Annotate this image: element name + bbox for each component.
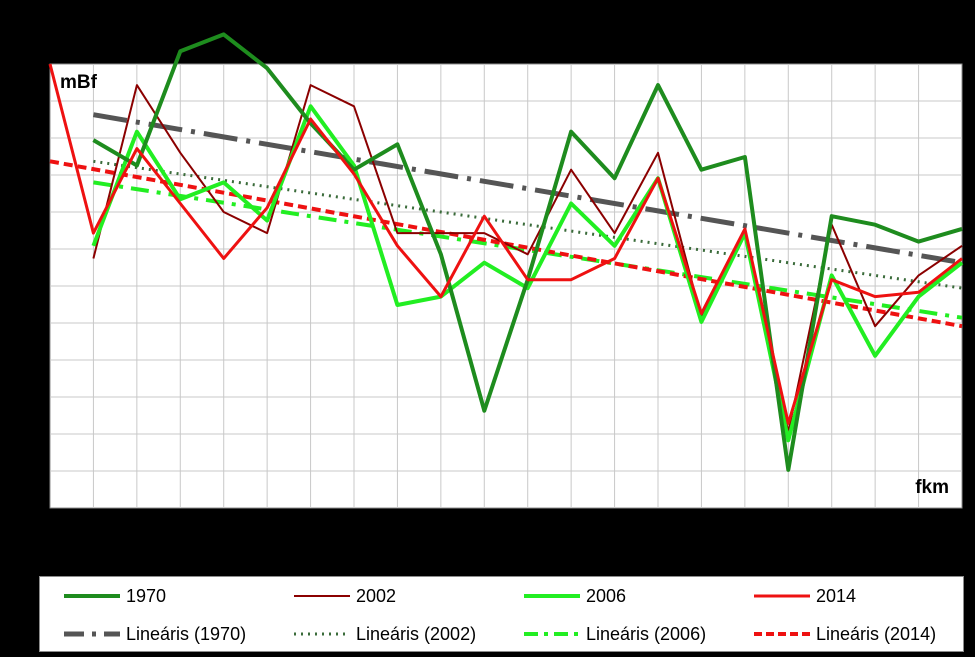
legend-item-linearis-2006: Lineáris (2006) bbox=[524, 623, 706, 645]
legend-item-linearis-2002: Lineáris (2002) bbox=[294, 623, 476, 645]
y-axis-label: mBf bbox=[60, 72, 98, 93]
legend-label-1970: 1970 bbox=[126, 585, 167, 606]
legend-swatch-linearis-2002 bbox=[294, 632, 350, 636]
x-axis-label: fkm bbox=[915, 477, 949, 498]
legend-label-linearis-2002: Lineáris (2002) bbox=[356, 623, 477, 644]
legend-swatch-1970 bbox=[64, 594, 120, 598]
legend-label-2006: 2006 bbox=[586, 585, 627, 606]
series-line-2014 bbox=[48, 63, 963, 425]
legend-item-1970: 1970 bbox=[64, 585, 166, 607]
legend-item-linearis-2014: Lineáris (2014) bbox=[754, 623, 936, 645]
legend-label-linearis-2014: Lineáris (2014) bbox=[816, 623, 937, 644]
legend-swatch-2002 bbox=[294, 595, 350, 597]
legend-item-2002: 2002 bbox=[294, 585, 396, 607]
legend: 1970 2002 2006 2014 Lineáris (1970) Line… bbox=[39, 576, 964, 652]
legend-swatch-linearis-1970 bbox=[64, 631, 120, 637]
legend-item-linearis-1970: Lineáris (1970) bbox=[64, 623, 246, 645]
legend-item-2006: 2006 bbox=[524, 585, 626, 607]
legend-label-2002: 2002 bbox=[356, 585, 397, 606]
legend-swatch-2014 bbox=[754, 594, 810, 598]
legend-label-linearis-1970: Lineáris (1970) bbox=[126, 623, 247, 644]
series-line-line-ris-1970 bbox=[92, 112, 963, 266]
legend-label-linearis-2006: Lineáris (2006) bbox=[586, 623, 707, 644]
legend-swatch-linearis-2006 bbox=[524, 632, 580, 636]
legend-swatch-linearis-2014 bbox=[754, 632, 810, 636]
legend-swatch-2006 bbox=[524, 594, 580, 598]
series-lines bbox=[48, 32, 964, 472]
legend-label-2014: 2014 bbox=[816, 585, 857, 606]
legend-item-2014: 2014 bbox=[754, 585, 856, 607]
